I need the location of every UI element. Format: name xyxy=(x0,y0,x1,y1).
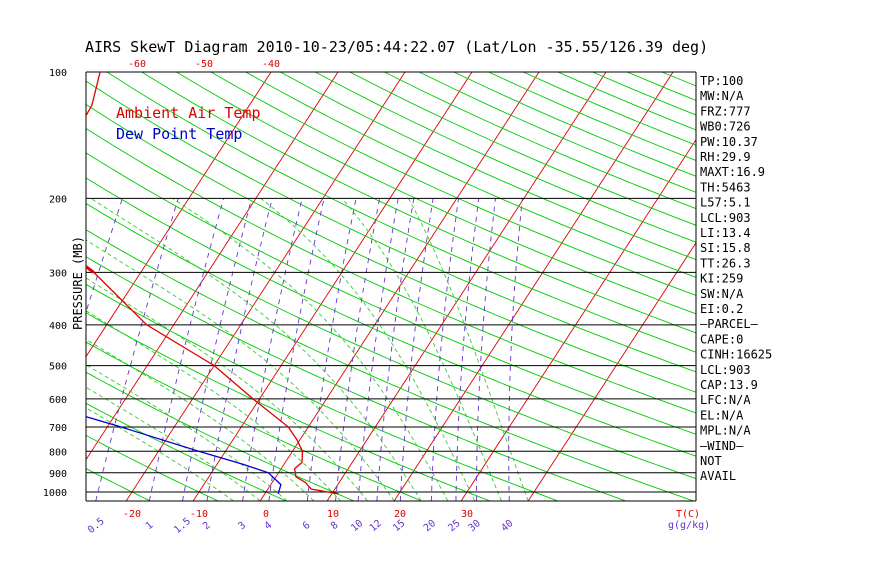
stat-item: LI:13.4 xyxy=(700,226,751,240)
stat-item: LCL:903 xyxy=(700,363,751,377)
stat-item: LFC:N/A xyxy=(700,393,751,407)
stat-item: EL:N/A xyxy=(700,408,744,422)
pressure-tick-label: 500 xyxy=(49,362,67,373)
stat-item: —WIND— xyxy=(700,439,744,453)
stat-item: SW:N/A xyxy=(700,287,744,301)
mixing-ratio-unit-label: g(g/kg) xyxy=(668,520,710,531)
stat-item: MPL:N/A xyxy=(700,424,751,438)
pressure-tick-label: 900 xyxy=(49,469,67,480)
stat-item: AVAIL xyxy=(700,469,736,483)
top-temp-tick-label: -60 xyxy=(128,59,146,70)
stat-item: TP:100 xyxy=(700,74,743,88)
stat-item: NOT xyxy=(700,454,722,468)
chart-title: AIRS SkewT Diagram 2010-10-23/05:44:22.0… xyxy=(85,38,708,56)
stat-item: KI:259 xyxy=(700,272,743,286)
stat-item: MAXT:16.9 xyxy=(700,165,765,179)
y-axis-label: PRESSURE (MB) xyxy=(71,236,85,330)
stat-item: EI:0.2 xyxy=(700,302,743,316)
stat-item: TT:26.3 xyxy=(700,256,751,270)
pressure-tick-label: 1000 xyxy=(43,488,67,499)
stat-item: SI:15.8 xyxy=(700,241,751,255)
pressure-tick-label: 300 xyxy=(49,268,67,279)
stat-item: L57:5.1 xyxy=(700,196,751,210)
stat-item: —PARCEL— xyxy=(700,317,759,331)
legend-dew-point-temp: Dew Point Temp xyxy=(116,125,242,143)
stat-item: TH:5463 xyxy=(700,180,751,194)
legend-ambient-air-temp: Ambient Air Temp xyxy=(116,104,261,122)
top-temp-tick-label: -40 xyxy=(262,59,280,70)
pressure-tick-label: 400 xyxy=(49,321,67,332)
pressure-tick-label: 800 xyxy=(49,447,67,458)
bottom-temp-tick-label: 10 xyxy=(327,509,339,520)
stat-item: PW:10.37 xyxy=(700,135,758,149)
top-temp-tick-label: -50 xyxy=(195,59,213,70)
pressure-tick-label: 700 xyxy=(49,423,67,434)
stat-item: CAPE:0 xyxy=(700,332,743,346)
bottom-temp-tick-label: 0 xyxy=(263,509,269,520)
bottom-temp-tick-label: -20 xyxy=(123,509,141,520)
pressure-tick-label: 600 xyxy=(49,395,67,406)
stat-item: RH:29.9 xyxy=(700,150,751,164)
stat-item: LCL:903 xyxy=(700,211,751,225)
temp-unit-label: T(C) xyxy=(676,509,700,520)
pressure-tick-label: 100 xyxy=(49,68,67,79)
bottom-temp-tick-label: -10 xyxy=(190,509,208,520)
stat-item: MW:N/A xyxy=(700,89,744,103)
stat-item: CINH:16625 xyxy=(700,348,772,362)
stat-item: CAP:13.9 xyxy=(700,378,758,392)
pressure-tick-label: 200 xyxy=(49,194,67,205)
stat-item: WB0:726 xyxy=(700,120,751,134)
bottom-temp-tick-label: 30 xyxy=(461,509,473,520)
stat-item: FRZ:777 xyxy=(700,104,751,118)
